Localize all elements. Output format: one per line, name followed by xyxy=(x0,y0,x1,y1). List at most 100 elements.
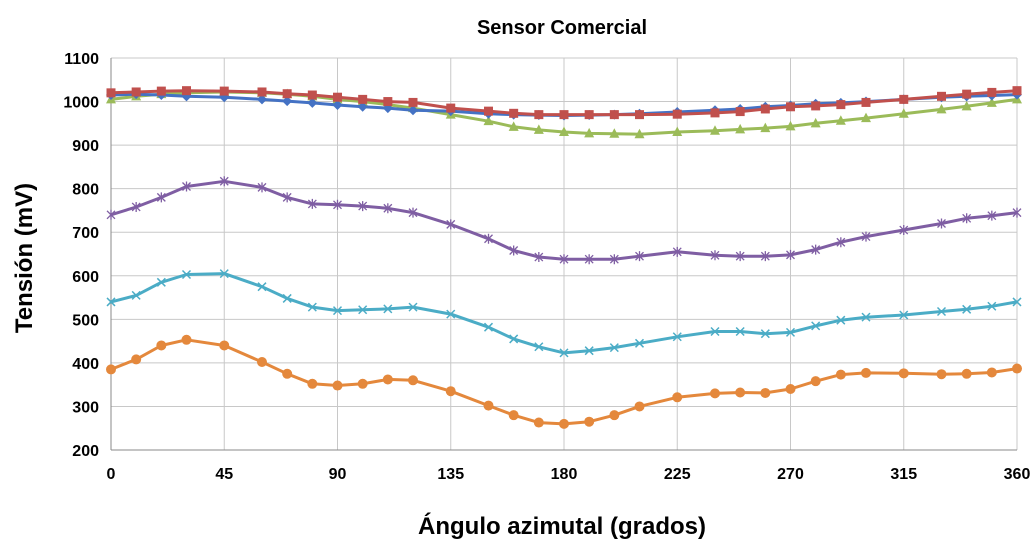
data-point xyxy=(634,338,645,348)
data-series xyxy=(106,86,1022,429)
data-point xyxy=(509,334,519,344)
series-circle xyxy=(106,334,1022,429)
data-point xyxy=(333,199,342,210)
data-point xyxy=(760,104,770,114)
data-point xyxy=(635,110,644,120)
data-point xyxy=(962,213,972,224)
y-tick-label: 300 xyxy=(72,399,99,416)
data-point xyxy=(408,105,418,116)
data-point xyxy=(446,219,456,230)
data-point xyxy=(106,297,116,307)
data-point xyxy=(635,251,644,262)
data-point xyxy=(282,368,293,379)
data-point xyxy=(836,315,846,325)
data-point xyxy=(559,110,569,120)
data-point xyxy=(609,410,620,421)
data-point xyxy=(609,110,619,120)
data-point xyxy=(735,123,746,134)
data-point xyxy=(1012,297,1022,307)
data-point xyxy=(307,198,317,209)
data-point xyxy=(332,306,343,316)
data-point xyxy=(534,252,544,263)
data-point xyxy=(672,392,683,403)
data-point xyxy=(382,374,393,385)
data-point xyxy=(219,269,229,279)
data-point xyxy=(987,210,997,221)
data-point xyxy=(786,249,795,260)
data-point xyxy=(358,94,368,104)
data-point xyxy=(634,128,645,139)
data-point xyxy=(672,332,682,342)
x-axis-label: Ángulo azimutal (grados) xyxy=(418,512,706,540)
data-point xyxy=(810,117,821,128)
data-point xyxy=(936,103,947,114)
x-tick-label: 0 xyxy=(107,466,116,483)
data-point xyxy=(219,340,230,351)
data-point xyxy=(408,302,418,312)
data-point xyxy=(609,254,619,265)
data-point xyxy=(835,115,846,125)
tick-labels: 200 300 400 500 600 700 800 900 1000 1100 0 45 90 135… xyxy=(63,51,1030,483)
data-point xyxy=(307,378,318,389)
data-point xyxy=(383,203,393,214)
data-point xyxy=(181,269,192,280)
data-point xyxy=(383,97,393,107)
data-point xyxy=(710,250,720,261)
data-point xyxy=(584,254,594,265)
data-point xyxy=(307,302,317,312)
data-point xyxy=(811,321,821,331)
data-point xyxy=(584,110,594,120)
data-point xyxy=(710,388,720,399)
data-point xyxy=(861,312,871,322)
data-point xyxy=(257,282,267,292)
data-point xyxy=(861,367,871,378)
data-point xyxy=(735,326,745,337)
data-point xyxy=(861,97,871,107)
data-point xyxy=(785,120,796,131)
data-point xyxy=(760,251,770,262)
data-point xyxy=(358,201,368,212)
y-tick-label: 1000 xyxy=(63,95,99,112)
data-point xyxy=(987,87,997,97)
data-point xyxy=(446,103,456,113)
data-point xyxy=(534,342,544,352)
data-point xyxy=(836,100,846,110)
data-point xyxy=(156,277,166,287)
y-axis-label: Tensión (mV) xyxy=(11,183,38,333)
data-point xyxy=(333,92,342,102)
data-point xyxy=(1012,207,1022,218)
data-point xyxy=(257,94,267,105)
data-point xyxy=(533,417,544,428)
data-point xyxy=(182,181,191,192)
data-point xyxy=(446,309,456,319)
data-point xyxy=(811,101,821,111)
data-point xyxy=(836,237,846,248)
data-point xyxy=(559,254,569,265)
data-point xyxy=(533,124,544,134)
y-tick-label: 900 xyxy=(72,138,99,155)
data-point xyxy=(634,401,645,412)
x-tick-label: 270 xyxy=(777,466,804,483)
data-point xyxy=(483,322,494,332)
y-tick-label: 600 xyxy=(72,269,99,286)
data-point xyxy=(484,233,493,244)
data-point xyxy=(835,369,846,380)
data-point xyxy=(156,86,166,96)
data-point xyxy=(257,357,267,368)
data-point xyxy=(358,305,368,315)
data-point xyxy=(710,108,720,118)
data-point xyxy=(559,418,569,429)
chart-title: Sensor Comercial xyxy=(477,17,647,39)
data-point xyxy=(156,340,167,351)
data-point xyxy=(307,90,317,100)
data-point xyxy=(987,301,997,311)
data-point xyxy=(899,94,909,104)
x-tick-label: 90 xyxy=(329,466,347,483)
data-point xyxy=(483,400,494,411)
data-point xyxy=(609,343,619,353)
data-point xyxy=(219,86,229,96)
data-point xyxy=(936,369,947,380)
data-point xyxy=(961,100,972,111)
data-point xyxy=(609,128,620,138)
